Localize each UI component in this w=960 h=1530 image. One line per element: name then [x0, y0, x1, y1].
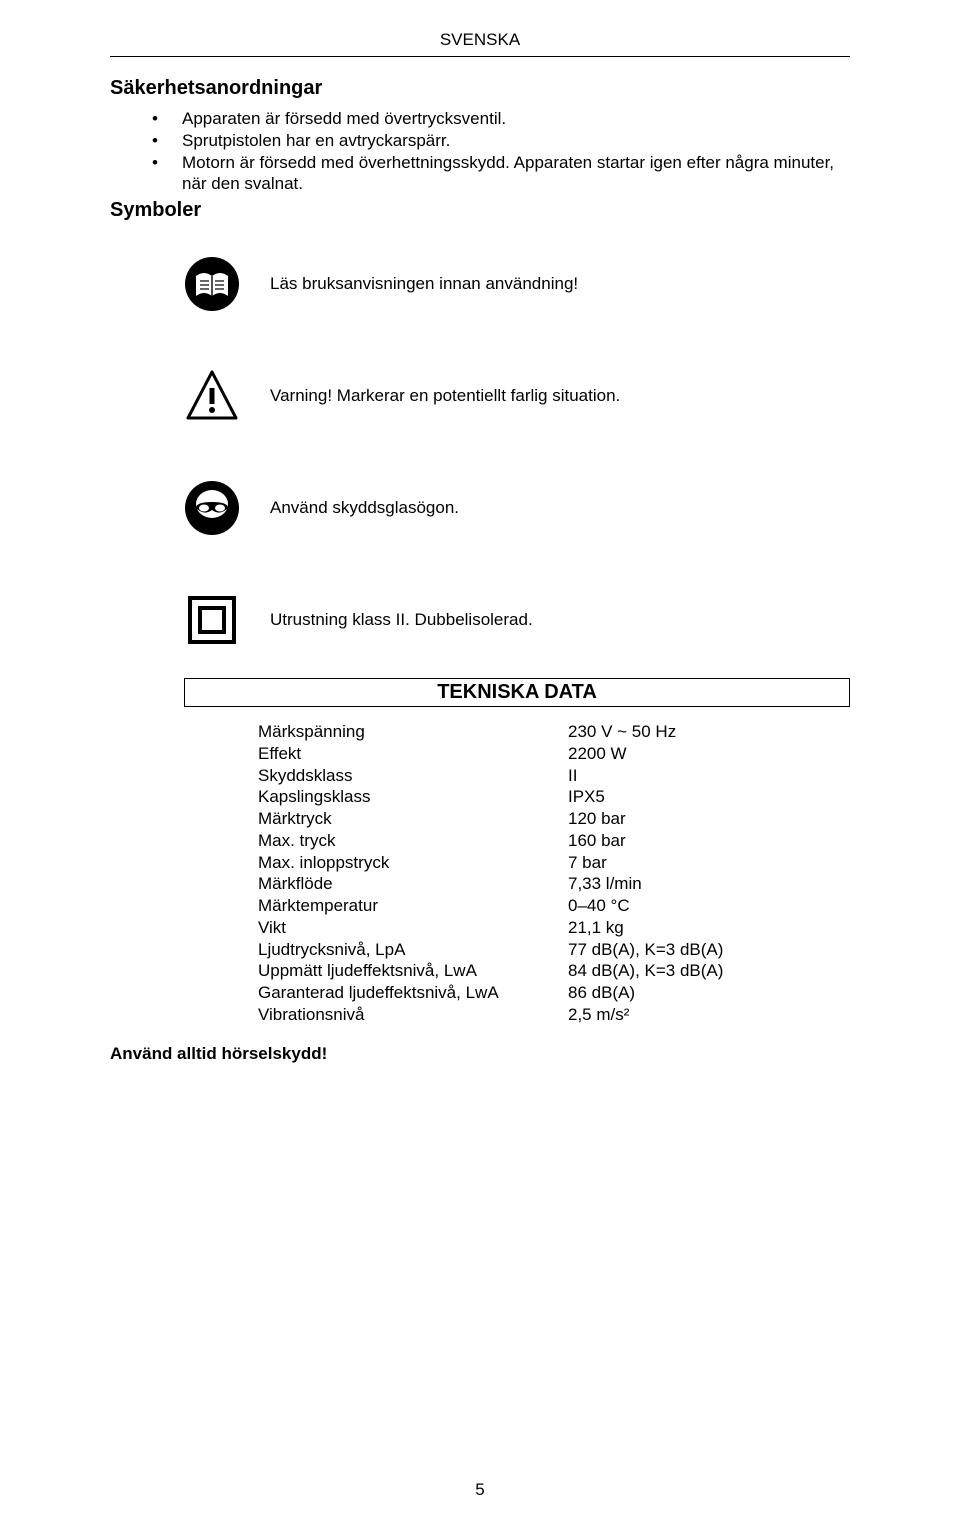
symbol-label: Läs bruksanvisningen innan användning! — [270, 274, 578, 294]
spec-table: Märkspänning230 V ~ 50 Hz Effekt2200 W S… — [258, 721, 850, 1026]
section-title-symbols: Symboler — [110, 199, 850, 222]
spec-val: 2200 W — [568, 743, 850, 765]
tekniska-title: TEKNISKA DATA — [193, 681, 841, 704]
spec-key: Uppmätt ljudeffektsnivå, LwA — [258, 960, 568, 982]
table-row: Vibrationsnivå2,5 m/s² — [258, 1004, 850, 1026]
symbol-label: Varning! Markerar en potentiellt farlig … — [270, 386, 620, 406]
spec-val: 86 dB(A) — [568, 982, 850, 1004]
spec-val: 230 V ~ 50 Hz — [568, 721, 850, 743]
class2-icon — [184, 592, 240, 648]
table-row: Max. inloppstryck7 bar — [258, 852, 850, 874]
page-header-lang: SVENSKA — [110, 30, 850, 50]
spec-key: Garanterad ljudeffektsnivå, LwA — [258, 982, 568, 1004]
spec-val: 77 dB(A), K=3 dB(A) — [568, 939, 850, 961]
spec-key: Märktryck — [258, 808, 568, 830]
spec-key: Ljudtrycksnivå, LpA — [258, 939, 568, 961]
spec-val: 0–40 °C — [568, 895, 850, 917]
spec-val: 2,5 m/s² — [568, 1004, 850, 1026]
warning-icon — [184, 368, 240, 424]
spec-key: Max. tryck — [258, 830, 568, 852]
symbol-row: Utrustning klass II. Dubbelisolerad. — [184, 592, 850, 648]
header-underline — [110, 56, 850, 57]
list-item: • Motorn är försedd med överhettningssky… — [152, 152, 850, 196]
symbol-row: Läs bruksanvisningen innan användning! — [184, 256, 850, 312]
page-number: 5 — [0, 1480, 960, 1500]
symbol-row: Varning! Markerar en potentiellt farlig … — [184, 368, 850, 424]
table-row: SkyddsklassII — [258, 765, 850, 787]
goggles-icon — [184, 480, 240, 536]
section-title-safety: Säkerhetsanordningar — [110, 77, 850, 100]
spec-val: IPX5 — [568, 786, 850, 808]
symbol-label: Utrustning klass II. Dubbelisolerad. — [270, 610, 533, 630]
spec-val: 7,33 l/min — [568, 873, 850, 895]
bullet-dot: • — [152, 152, 182, 174]
list-item: • Sprutpistolen har en avtryckarspärr. — [152, 130, 850, 152]
table-row: Märktemperatur0–40 °C — [258, 895, 850, 917]
spec-key: Märktemperatur — [258, 895, 568, 917]
bullet-text: Sprutpistolen har en avtryckarspärr. — [182, 130, 850, 152]
table-row: Vikt21,1 kg — [258, 917, 850, 939]
hearing-protection-note: Använd alltid hörselskydd! — [110, 1044, 850, 1064]
spec-val: 120 bar — [568, 808, 850, 830]
spec-key: Vikt — [258, 917, 568, 939]
bullet-text: Apparaten är försedd med övertrycksventi… — [182, 108, 850, 130]
table-row: Ljudtrycksnivå, LpA77 dB(A), K=3 dB(A) — [258, 939, 850, 961]
spec-key: Effekt — [258, 743, 568, 765]
table-row: Garanterad ljudeffektsnivå, LwA86 dB(A) — [258, 982, 850, 1004]
table-row: Max. tryck160 bar — [258, 830, 850, 852]
spec-key: Märkflöde — [258, 873, 568, 895]
spec-val: 160 bar — [568, 830, 850, 852]
bullet-dot: • — [152, 108, 182, 130]
bullet-dot: • — [152, 130, 182, 152]
spec-key: Max. inloppstryck — [258, 852, 568, 874]
table-row: Märkflöde7,33 l/min — [258, 873, 850, 895]
table-row: Märkspänning230 V ~ 50 Hz — [258, 721, 850, 743]
spec-val: II — [568, 765, 850, 787]
spec-key: Skyddsklass — [258, 765, 568, 787]
table-row: Märktryck120 bar — [258, 808, 850, 830]
symbol-label: Använd skyddsglasögon. — [270, 498, 459, 518]
spec-val: 7 bar — [568, 852, 850, 874]
manual-icon — [184, 256, 240, 312]
table-row: Effekt2200 W — [258, 743, 850, 765]
bullet-text: Motorn är försedd med överhettningsskydd… — [182, 152, 850, 196]
symbol-row: Använd skyddsglasögon. — [184, 480, 850, 536]
spec-key: Kapslingsklass — [258, 786, 568, 808]
spec-val: 21,1 kg — [568, 917, 850, 939]
safety-bullet-list: • Apparaten är försedd med övertrycksven… — [152, 108, 850, 195]
spec-key: Vibrationsnivå — [258, 1004, 568, 1026]
spec-val: 84 dB(A), K=3 dB(A) — [568, 960, 850, 982]
list-item: • Apparaten är försedd med övertrycksven… — [152, 108, 850, 130]
spec-key: Märkspänning — [258, 721, 568, 743]
tekniska-data-box: TEKNISKA DATA — [184, 678, 850, 707]
table-row: Uppmätt ljudeffektsnivå, LwA84 dB(A), K=… — [258, 960, 850, 982]
table-row: KapslingsklassIPX5 — [258, 786, 850, 808]
